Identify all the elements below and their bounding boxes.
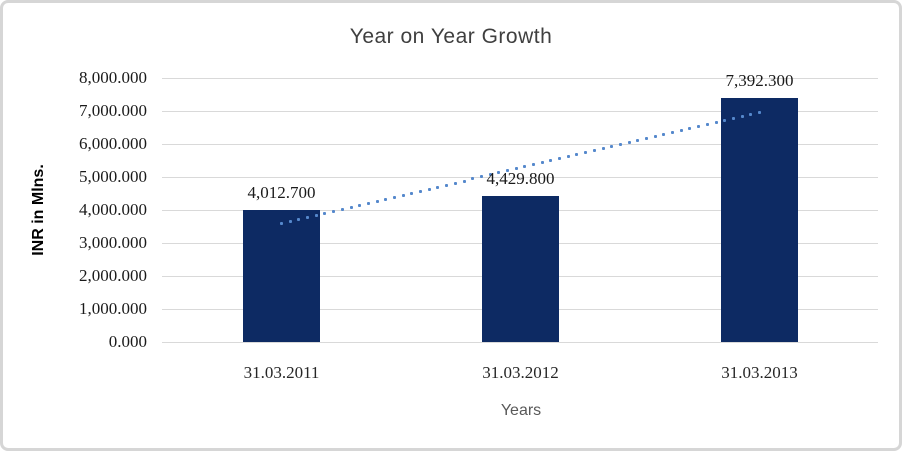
trendline-dot (697, 124, 701, 128)
trendline-dot (349, 205, 353, 209)
gridline (162, 77, 878, 79)
trendline-dot (488, 173, 492, 177)
trendline-dot (549, 159, 553, 163)
y-axis-tick-label: 1,000.000 (79, 299, 147, 318)
data-label: 4,429.800 (486, 168, 555, 188)
trendline-dot (471, 177, 475, 181)
trendline-dot (288, 220, 292, 224)
trendline-dot (758, 110, 761, 114)
y-axis-tick-label: 5,000.000 (79, 167, 147, 186)
y-axis-tick-label: 6,000.000 (79, 134, 147, 153)
trendline-dot (636, 138, 640, 142)
trendline-dot (601, 147, 605, 151)
trendline-dot (540, 161, 544, 165)
x-axis-category-label: 31.03.2011 (243, 363, 320, 382)
trendline-dot (497, 171, 501, 175)
trendline-dot (332, 209, 336, 213)
trendline-dot (410, 191, 414, 195)
trendline-dot (532, 163, 536, 167)
gridline (162, 341, 878, 343)
trendline-dot (358, 203, 362, 207)
gridline (162, 176, 878, 178)
trendline-dot (427, 187, 431, 191)
trendline-dot (479, 175, 483, 179)
trendline-dot (436, 185, 440, 189)
trendline-dot (671, 130, 675, 134)
y-axis-tick-label: 4,000.000 (79, 200, 147, 219)
trendline-dot (723, 118, 727, 122)
y-axis-tick-label: 2,000.000 (79, 266, 147, 285)
trendline-dot (714, 120, 718, 124)
trendline-dot (731, 116, 735, 120)
trendline-dot (705, 122, 709, 126)
trendline-dot (566, 155, 570, 159)
bar-31.03.2013 (721, 98, 798, 342)
trendline-dot (575, 153, 579, 157)
trendline-dot (306, 216, 310, 219)
trendline-dot (340, 207, 344, 211)
bar-31.03.2012 (482, 195, 559, 342)
trendline-dot (688, 126, 692, 130)
x-axis-category-label: 31.03.2013 (721, 363, 798, 382)
chart-title: Year on Year Growth (349, 25, 553, 48)
trendline-dot (280, 222, 283, 226)
trendline-dot (366, 201, 370, 205)
trendline-dot (558, 157, 562, 161)
y-axis-tick-label: 8,000.000 (79, 68, 147, 87)
data-label: 7,392.300 (725, 71, 794, 91)
trendline-dot (653, 134, 657, 138)
trendline-dot (419, 189, 423, 193)
trendline-dot (627, 140, 631, 144)
trendline-dot (523, 165, 527, 169)
trendline-dot (323, 211, 327, 215)
y-axis-tick-label: 3,000.000 (79, 233, 147, 252)
gridline (162, 143, 878, 145)
trendline-dot (297, 218, 301, 222)
trendline-dot (514, 167, 518, 171)
trendline-dot (740, 114, 744, 118)
trendline-dot (610, 145, 614, 149)
trendline-dot (445, 183, 449, 187)
plot-area: 4,012.700 4,429.800 7,392.300 (162, 71, 878, 343)
data-label: 4,012.700 (247, 182, 316, 202)
trendline-dot (505, 169, 509, 173)
trendline-dot (592, 149, 596, 153)
trendline-dot (679, 128, 683, 132)
trendline-dot (662, 132, 666, 136)
trendline-dot (401, 193, 405, 197)
x-axis-title: Years (500, 402, 542, 419)
x-axis-category-label: 31.03.2012 (482, 363, 559, 382)
gridline (162, 110, 878, 112)
trendline-dot (392, 195, 396, 199)
trendline-dot (749, 112, 753, 116)
trendline-dot (645, 136, 649, 140)
trendline-dot (618, 143, 622, 146)
trendline-dot (584, 151, 588, 155)
y-axis-tick-labels: 8,000.000 7,000.000 6,000.000 5,000.000 4,00… (0, 68, 147, 351)
y-axis-tick-label: 0.000 (108, 332, 147, 351)
trendline-dot (384, 197, 388, 201)
bar-31.03.2011 (243, 209, 320, 342)
trendline-dot (375, 199, 379, 203)
trendline-dot (462, 179, 466, 183)
y-axis-tick-label: 7,000.000 (79, 101, 147, 120)
trendline-dot (453, 181, 457, 185)
trendline-dot (314, 213, 318, 217)
